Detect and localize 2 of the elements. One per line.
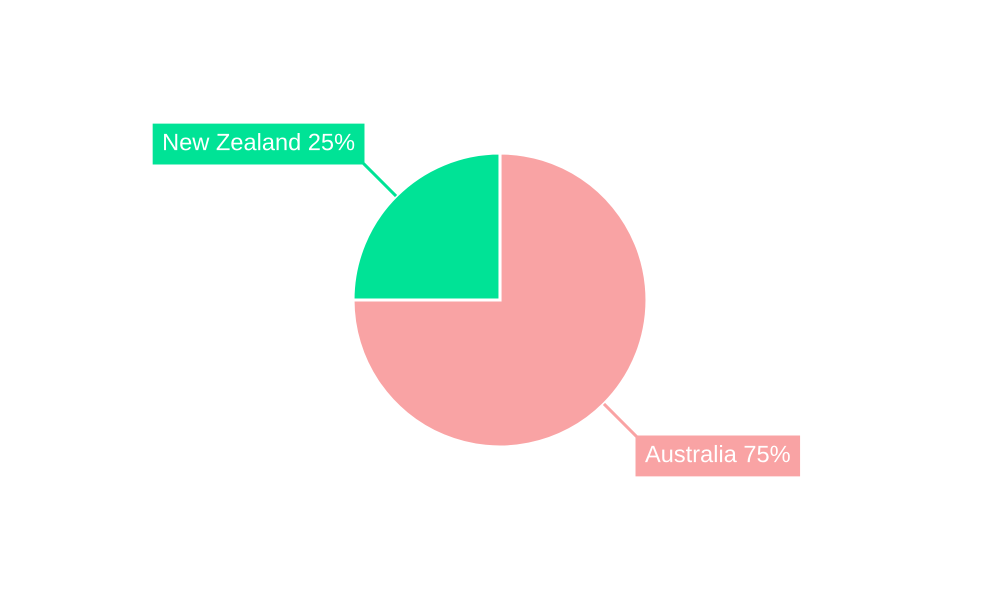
slice-label: New Zealand 25%	[164, 133, 354, 150]
slice-label: Australia 75%	[645, 444, 790, 462]
